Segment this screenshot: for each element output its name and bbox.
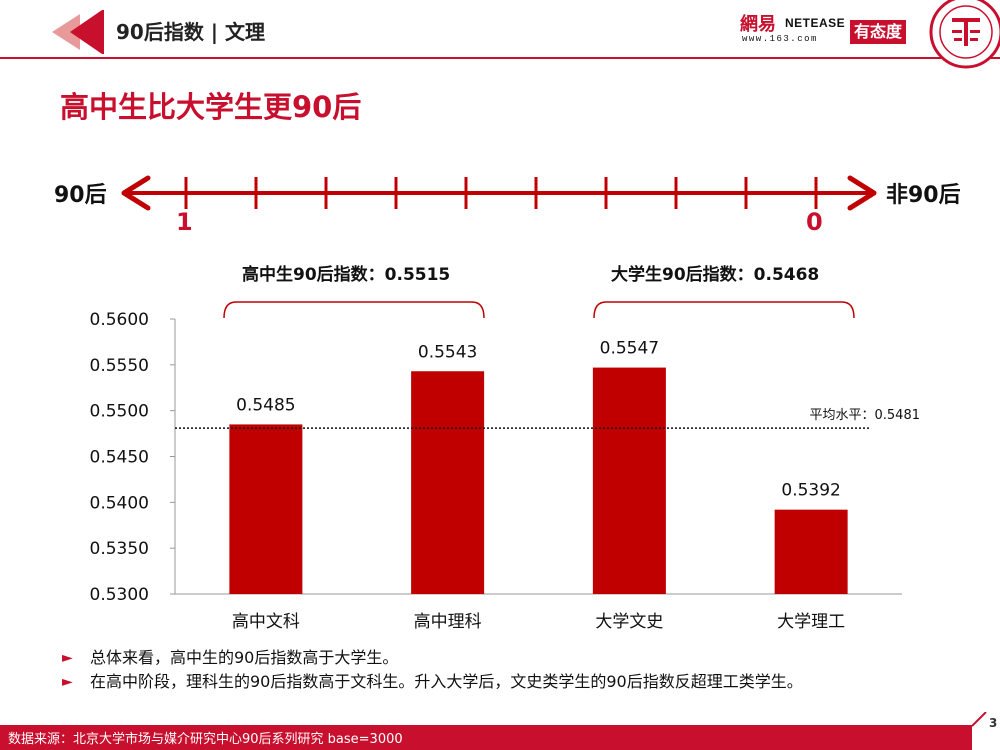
y-tick-label: 0.5400 xyxy=(90,493,149,513)
bullet-list: ► 总体来看，高中生的90后指数高于大学生。 ► 在高中阶段，理科生的90后指数… xyxy=(62,646,803,694)
bar-chart: 0.5300 0.5350 0.5400 0.5450 0.5500 0.5550 0.56… xyxy=(90,310,921,632)
group-label-highschool: 高中生90后指数：0.5515 xyxy=(242,265,451,285)
x-category-label: 高中理科 xyxy=(414,612,482,632)
pku-seal-icon xyxy=(929,0,1000,69)
bar-value-label: 0.5485 xyxy=(236,395,295,415)
bullet-item: ► 总体来看，高中生的90后指数高于大学生。 xyxy=(62,646,803,670)
netease-logo-cn: 網易 xyxy=(740,14,776,35)
header-separator xyxy=(102,10,104,54)
bar-value-label: 0.5547 xyxy=(600,339,659,359)
netease-logo-en: NETEASE xyxy=(785,16,846,30)
header-arrow-dark xyxy=(70,10,102,54)
scale-right-label: 非90后 xyxy=(886,183,961,208)
y-tick-label: 0.5500 xyxy=(90,402,149,422)
page-number: 3 xyxy=(989,716,998,730)
y-tick-label: 0.5450 xyxy=(90,448,149,468)
scale-value-left: 1 xyxy=(176,208,193,236)
scale-axis xyxy=(121,175,877,211)
bar xyxy=(774,509,848,594)
bullet-item: ► 在高中阶段，理科生的90后指数高于文科生。升入大学后，文史类学生的90后指数… xyxy=(62,670,803,694)
scale-left-label: 90后 xyxy=(54,183,107,208)
reference-line-label: 平均水平：0.5481 xyxy=(810,408,921,423)
footer-bar: 数据来源：北京大学市场与媒介研究中心90后系列研究 base=3000 xyxy=(0,725,1000,750)
data-source: 数据来源：北京大学市场与媒介研究中心90后系列研究 base=3000 xyxy=(8,732,403,747)
header-rule xyxy=(0,57,1000,59)
y-tick-label: 0.5600 xyxy=(90,310,149,330)
bullet-text: 在高中阶段，理科生的90后指数高于文科生。升入大学后，文史类学生的90后指数反超… xyxy=(90,672,803,691)
y-tick-label: 0.5550 xyxy=(90,356,149,376)
bullet-arrow-icon: ► xyxy=(62,650,73,666)
x-category-label: 大学文史 xyxy=(595,612,663,632)
bullet-text: 总体来看，高中生的90后指数高于大学生。 xyxy=(90,648,399,667)
group-label-college: 大学生90后指数：0.5468 xyxy=(611,265,820,285)
y-tick-label: 0.5300 xyxy=(90,585,149,605)
page-number-tab xyxy=(972,712,1000,750)
section-title: 90后指数 | 文理 xyxy=(116,20,266,44)
youtaidu-logo: 有态度 xyxy=(850,20,907,44)
bar xyxy=(592,367,666,594)
netease-logo-url: www.163.com xyxy=(742,34,818,44)
x-category-label: 大学理工 xyxy=(777,612,845,632)
bar xyxy=(411,371,485,594)
bar xyxy=(229,424,303,594)
bar-value-label: 0.5543 xyxy=(418,342,477,362)
bar-value-label: 0.5392 xyxy=(781,481,840,501)
main-title: 高中生比大学生更90后 xyxy=(60,90,362,124)
group-braces xyxy=(223,301,855,319)
x-category-label: 高中文科 xyxy=(232,612,300,632)
bullet-arrow-icon: ► xyxy=(62,674,73,690)
y-tick-label: 0.5350 xyxy=(90,539,149,559)
scale-value-right: 0 xyxy=(806,208,823,236)
